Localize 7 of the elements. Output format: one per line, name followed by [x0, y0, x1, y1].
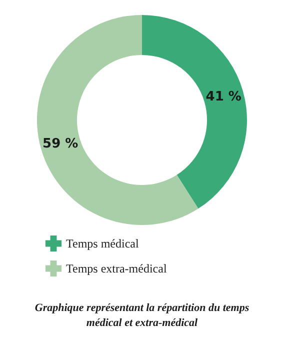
donut-slice	[142, 15, 247, 209]
legend-label: Temps médical	[66, 236, 140, 250]
legend-label: Temps extra-médical	[66, 262, 168, 276]
donut-slice	[37, 15, 198, 225]
data-label: 59 %	[42, 136, 78, 152]
text: Graphique représentant la répartition du temps médical et extra-médical	[34, 302, 250, 329]
data-label: 41 %	[206, 89, 242, 104]
